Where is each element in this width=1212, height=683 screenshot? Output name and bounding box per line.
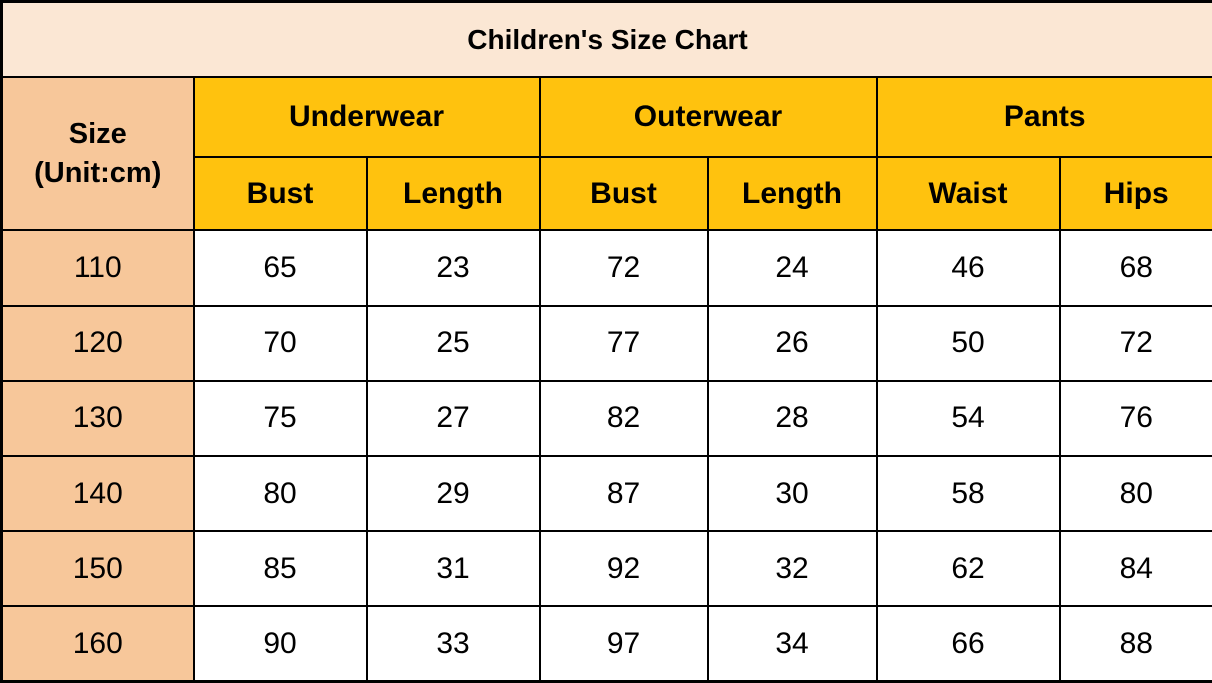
value-cell: 50 <box>875 304 1061 382</box>
col-header-pants-hips: Hips <box>1058 156 1212 232</box>
size-cell: 110 <box>0 229 195 307</box>
value-cell: 92 <box>538 530 709 608</box>
col-header-underwear-bust: Bust <box>192 156 368 232</box>
value-cell: 23 <box>365 229 541 307</box>
value-cell: 82 <box>538 379 709 457</box>
size-cell: 150 <box>0 530 195 608</box>
value-cell: 66 <box>875 605 1061 683</box>
table-row: 120 70 25 77 26 50 72 <box>0 304 1212 382</box>
group-header-pants: Pants <box>875 76 1212 159</box>
value-cell: 97 <box>538 605 709 683</box>
size-cell: 140 <box>0 454 195 533</box>
value-cell: 25 <box>365 304 541 382</box>
table-row: 110 65 23 72 24 46 68 <box>0 229 1212 307</box>
value-cell: 62 <box>875 530 1061 608</box>
size-unit-header-line2: (Unit:cm) <box>34 156 162 189</box>
value-cell: 76 <box>1058 379 1212 457</box>
value-cell: 77 <box>538 304 709 382</box>
value-cell: 31 <box>365 530 541 608</box>
table-row: 140 80 29 87 30 58 80 <box>0 454 1212 533</box>
value-cell: 68 <box>1058 229 1212 307</box>
col-header-outerwear-length: Length <box>706 156 878 232</box>
value-cell: 65 <box>192 229 368 307</box>
value-cell: 30 <box>706 454 878 533</box>
value-cell: 32 <box>706 530 878 608</box>
value-cell: 29 <box>365 454 541 533</box>
value-cell: 84 <box>1058 530 1212 608</box>
table-row: 150 85 31 92 32 62 84 <box>0 530 1212 608</box>
table-row: 130 75 27 82 28 54 76 <box>0 379 1212 457</box>
value-cell: 80 <box>192 454 368 533</box>
group-header-outerwear: Outerwear <box>538 76 878 159</box>
value-cell: 34 <box>706 605 878 683</box>
col-header-underwear-length: Length <box>365 156 541 232</box>
value-cell: 70 <box>192 304 368 382</box>
value-cell: 28 <box>706 379 878 457</box>
value-cell: 24 <box>706 229 878 307</box>
value-cell: 72 <box>1058 304 1212 382</box>
value-cell: 87 <box>538 454 709 533</box>
size-cell: 120 <box>0 304 195 382</box>
value-cell: 88 <box>1058 605 1212 683</box>
value-cell: 72 <box>538 229 709 307</box>
value-cell: 75 <box>192 379 368 457</box>
value-cell: 26 <box>706 304 878 382</box>
col-header-pants-waist: Waist <box>875 156 1061 232</box>
value-cell: 90 <box>192 605 368 683</box>
value-cell: 80 <box>1058 454 1212 533</box>
value-cell: 54 <box>875 379 1061 457</box>
table-row: 160 90 33 97 34 66 88 <box>0 605 1212 683</box>
size-cell: 160 <box>0 605 195 683</box>
value-cell: 58 <box>875 454 1061 533</box>
value-cell: 33 <box>365 605 541 683</box>
chart-title: Children's Size Chart <box>0 0 1212 79</box>
value-cell: 46 <box>875 229 1061 307</box>
group-header-underwear: Underwear <box>192 76 541 159</box>
size-unit-header-line1: Size <box>68 117 127 150</box>
col-header-outerwear-bust: Bust <box>538 156 709 232</box>
size-cell: 130 <box>0 379 195 457</box>
value-cell: 85 <box>192 530 368 608</box>
value-cell: 27 <box>365 379 541 457</box>
size-unit-header: Size (Unit:cm) <box>0 76 195 232</box>
